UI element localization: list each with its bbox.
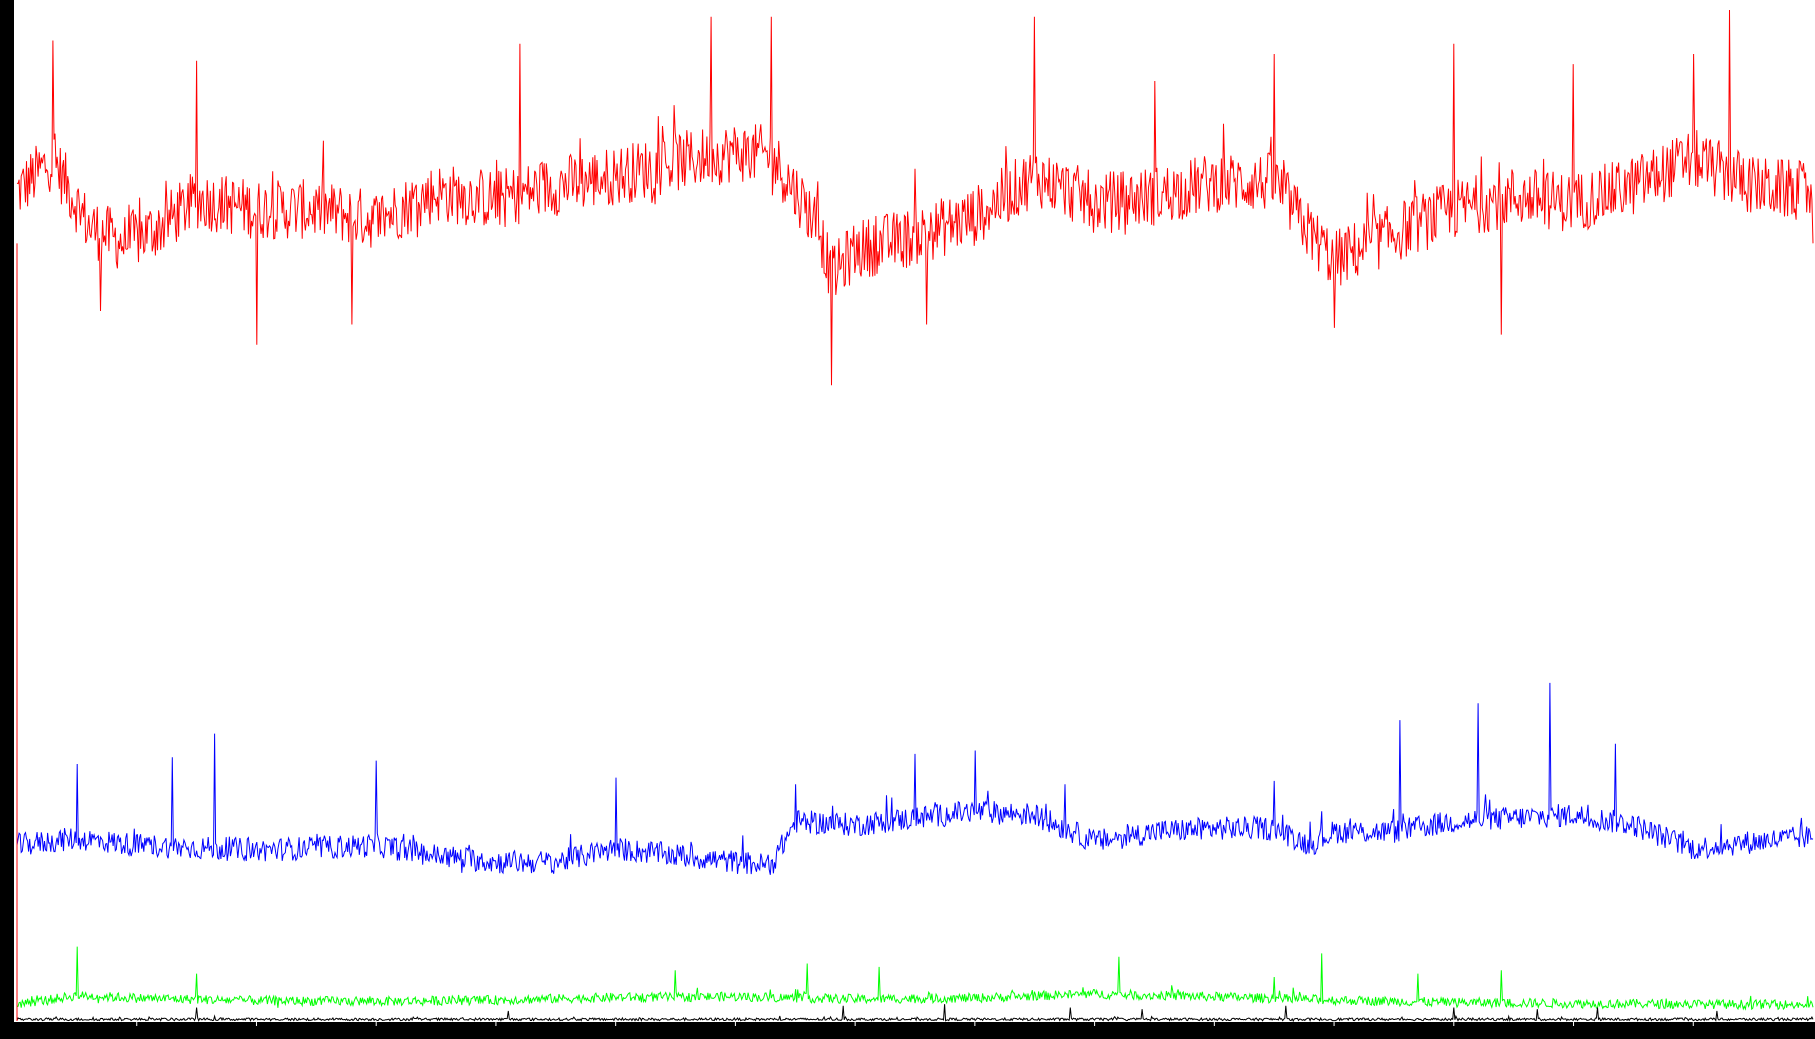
x-tick-label: 14:07 [842, 1028, 868, 1038]
series-line-1 [16, 9, 1814, 386]
series-line-4 [16, 1004, 1814, 1023]
x-tick-label: 14:08 [962, 1028, 988, 1038]
y-tick-label: 299 [2, 911, 12, 928]
x-tick-label: 14:10 [1201, 1028, 1227, 1038]
series-line-2 [16, 682, 1814, 875]
y-tick-label: 599 [2, 810, 12, 827]
y-tick-label: 1198 [2, 604, 12, 627]
y-tick-labels: 0 299 599 898 1198 1498 1797 2097 2396 2696 2996 [2, 0, 12, 1024]
x-tick-label: 14:01 [124, 1028, 150, 1038]
x-tick-label: 14:06 [722, 1028, 748, 1038]
y-tick-label: 0 [2, 1018, 12, 1024]
x-tick-label: 14:02 [244, 1028, 270, 1038]
x-tick-label: 14:09 [1082, 1028, 1108, 1038]
series-line-3 [16, 946, 1814, 1011]
x-tick-labels: 14:01 14:02 14:03 14:04 14:05 14:06 14:07 14:08… [124, 1022, 1707, 1038]
x-tick-label: 14:03 [363, 1028, 389, 1038]
y-tick-label: 2696 [2, 98, 12, 121]
x-tick-label: 14:04 [483, 1028, 509, 1038]
y-tick-label: 2996 [2, 0, 12, 19]
x-tick-label: 14:12 [1441, 1028, 1467, 1038]
x-axis-strip [0, 1022, 1815, 1039]
x-tick-label: 14:14 [1680, 1028, 1706, 1038]
series-layer [16, 9, 1814, 1023]
y-tick-label: 2396 [2, 199, 12, 222]
y-tick-label: 1797 [2, 402, 12, 425]
y-tick-label: 1498 [2, 503, 12, 526]
y-tick-label: 2097 [2, 300, 12, 323]
y-tick-label: 898 [2, 708, 12, 725]
x-tick-label: 14:05 [603, 1028, 629, 1038]
x-tick-label: 14:11 [1321, 1028, 1347, 1038]
y-axis-strip [0, 0, 14, 1039]
x-tick-label: 14:13 [1561, 1028, 1587, 1038]
